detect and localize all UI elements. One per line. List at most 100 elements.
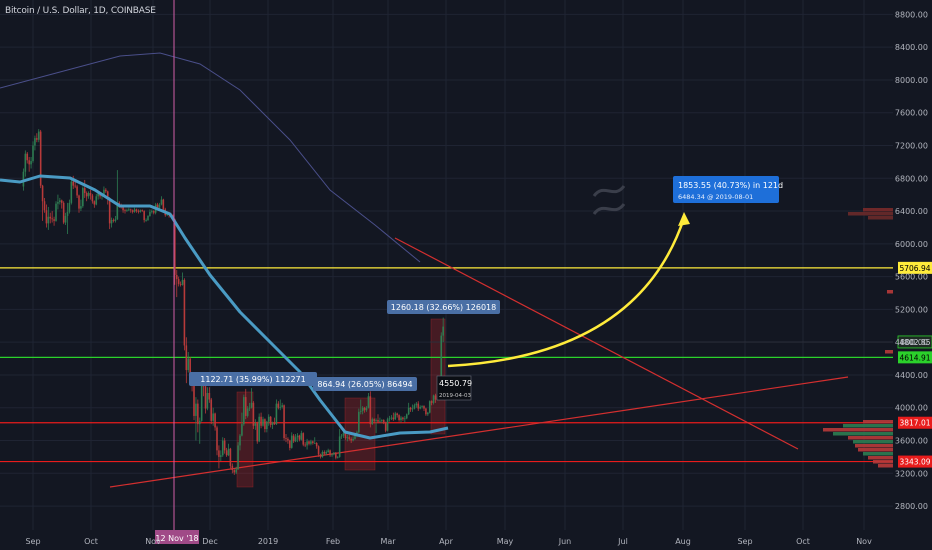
candle-body [290, 435, 293, 448]
candle-body [369, 396, 372, 425]
candle-body [285, 438, 287, 439]
level-tag [898, 416, 932, 429]
candle-body [382, 420, 385, 423]
candle-body [258, 416, 260, 442]
candle-body [32, 145, 34, 162]
x-tick-label: May [497, 537, 514, 546]
candle-body [313, 442, 316, 444]
y-tick-label: 8000.00 [895, 76, 928, 85]
candle-body [97, 193, 99, 197]
candle-body [72, 181, 75, 186]
candle-body [51, 218, 53, 220]
candle-body [361, 407, 364, 412]
candle-body [423, 406, 425, 409]
candle-body [135, 209, 138, 212]
candle-body [398, 415, 400, 421]
candle-body [381, 420, 383, 421]
volume-profile-bar [863, 420, 893, 424]
candle-body [329, 450, 331, 456]
candle-body [266, 421, 268, 430]
candle-body [152, 211, 155, 213]
candle-body [287, 438, 289, 441]
candle-body [358, 411, 360, 433]
candle-body [45, 210, 48, 224]
y-tick-label: 6000.00 [895, 240, 928, 249]
candle-body [141, 210, 144, 212]
candle-body [160, 199, 163, 205]
candle-body [250, 402, 253, 408]
candle-body [315, 442, 318, 447]
candle-body [260, 416, 262, 426]
candle-body [275, 403, 278, 425]
candle-body [80, 206, 82, 209]
candle-body [208, 392, 211, 400]
candle-body [124, 210, 126, 212]
candle-body [233, 470, 236, 473]
candle-body [151, 211, 153, 212]
x-tick-label: Dec [202, 537, 217, 546]
y-tick-label: 8800.00 [895, 10, 928, 19]
candle-body [231, 465, 234, 471]
y-tick-label: 3200.00 [895, 469, 928, 478]
candle-body [312, 441, 314, 443]
candle-body [321, 451, 324, 457]
descending-trendline [394, 237, 799, 450]
candle-body [197, 403, 199, 425]
candle-body [346, 437, 349, 439]
y-axis: 2800.00 3200.00 3600.00 4000.00 4400.00 4800.… [895, 10, 928, 511]
y-tick-label: 5200.00 [895, 305, 928, 314]
candle-body [59, 200, 61, 203]
y-tick-label: 6400.00 [895, 207, 928, 216]
crosshair-date-tag [155, 530, 199, 544]
candle-body [60, 200, 63, 203]
candle-body [325, 451, 328, 454]
candle-body [74, 185, 76, 187]
projection-arrow-head [678, 212, 690, 226]
candle-body [344, 433, 347, 439]
candle-body [269, 416, 272, 425]
candle-body [407, 407, 410, 415]
candle-body [39, 131, 42, 186]
candle-body [43, 201, 46, 211]
x-axis: Sep Oct Nov Dec 2019 Feb Mar Apr May Jun Jul Aug Sep… [25, 537, 872, 546]
candle-body [241, 424, 243, 436]
price-marker-box [436, 375, 472, 401]
candle-body [149, 211, 151, 216]
candle-body [93, 201, 96, 205]
candle-body [143, 211, 145, 221]
candle-body [227, 448, 230, 456]
candle-body [195, 403, 197, 416]
candle-body [405, 414, 408, 419]
candle-body [212, 413, 214, 421]
level-tag [898, 455, 932, 468]
candle-body [273, 422, 276, 425]
measure-callout-label: 864.94 (26.05%) 86494 [317, 380, 412, 389]
candle-body [36, 138, 38, 140]
candle-body [133, 209, 136, 212]
candle-body [239, 435, 241, 446]
candle-body [76, 186, 78, 196]
candle-body [373, 419, 375, 421]
horizontal-levels[interactable]: 5706.94 4802.85 4614.91 3817.01 3343.09 [0, 261, 932, 468]
candle-body [105, 189, 107, 192]
candle-body [298, 435, 301, 440]
x-tick-label: Apr [439, 537, 454, 546]
candle-body [400, 417, 402, 421]
candle-body [404, 418, 406, 420]
candle-body [106, 191, 109, 198]
x-tick-label: Mar [380, 537, 396, 546]
candle-body [342, 433, 345, 436]
candle-body [363, 407, 366, 411]
candle-body [78, 195, 80, 209]
candle-body [327, 450, 329, 452]
level-tag [897, 335, 932, 349]
candle-body [179, 283, 182, 285]
x-tick-label: Oct [796, 537, 810, 546]
ma-short-line [0, 174, 449, 440]
volume-profile-bar [853, 440, 893, 444]
candle-body [392, 417, 395, 420]
candle-body [128, 209, 130, 211]
y-tick-label: 7600.00 [895, 109, 928, 118]
candle-body [229, 448, 232, 466]
